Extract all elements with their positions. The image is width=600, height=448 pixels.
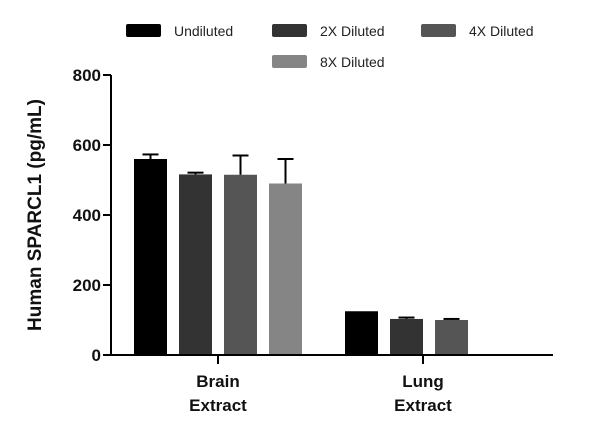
legend-swatch [272, 55, 307, 68]
bars [134, 153, 468, 355]
x-tick-label: Extract [394, 396, 452, 415]
y-tick-label: 400 [73, 206, 101, 225]
legend-swatch [272, 24, 307, 37]
legend-label: 4X Diluted [469, 23, 534, 39]
legend: Undiluted 2X Diluted 4X Diluted 8X Diluted [126, 23, 534, 70]
y-tick-label: 600 [73, 136, 101, 155]
x-tick-label: Brain [196, 372, 239, 391]
legend-label: Undiluted [174, 23, 233, 39]
y-tick-label: 0 [92, 346, 101, 365]
bar-2x-diluted-brain [179, 174, 212, 355]
legend-swatch [126, 24, 161, 37]
x-tick-label: Extract [189, 396, 247, 415]
x-axis: Brain Extract Lung Extract [110, 354, 553, 415]
y-axis: 0 200 400 600 800 [73, 66, 112, 365]
y-tick-label: 800 [73, 66, 101, 85]
y-axis-title: Human SPARCL1 (pg/mL) [25, 99, 46, 331]
y-tick-label: 200 [73, 276, 101, 295]
bar-2x-diluted-lung [390, 318, 423, 355]
bar-4x-diluted-brain [224, 174, 257, 355]
bar-undiluted-brain [134, 159, 167, 355]
bar-8x-diluted-brain [269, 183, 302, 355]
bar-undiluted-lung [345, 311, 378, 355]
legend-swatch [421, 24, 456, 37]
bar-4x-diluted-lung [435, 320, 468, 355]
x-tick-label: Lung [402, 372, 444, 391]
legend-label: 2X Diluted [320, 23, 385, 39]
legend-label: 8X Diluted [320, 54, 385, 70]
